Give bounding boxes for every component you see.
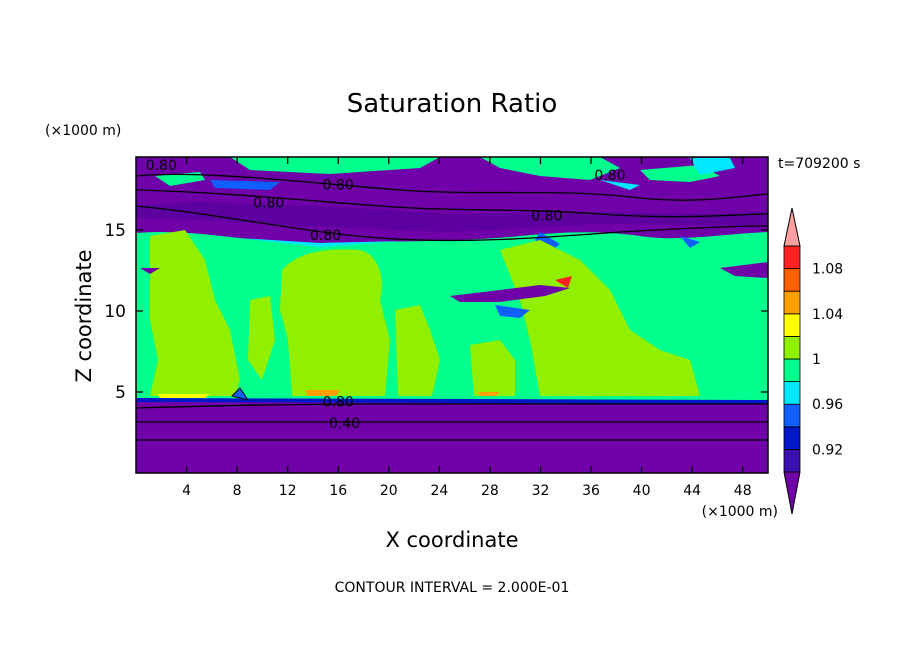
colorbar-label: 1.08: [812, 262, 843, 278]
x-tick-label: 12: [279, 483, 297, 499]
colorbar-segment: [783, 448, 801, 473]
colorbar: 0.92 0.96 1 1.04 1.08: [783, 207, 843, 515]
contour-label: 0.80: [146, 158, 177, 174]
contour-interval-footer: CONTOUR INTERVAL = 2.000E-01: [335, 580, 570, 596]
contour-label: 0.80: [323, 395, 354, 411]
colorbar-segment: [783, 426, 801, 450]
y-unit-label: (×1000 m): [45, 123, 121, 139]
colorbar-segment: [783, 290, 801, 315]
colorbar-label: 1.04: [812, 307, 843, 323]
chart-title: Saturation Ratio: [347, 89, 558, 119]
colorbar-segment: [783, 403, 801, 428]
plot-frame: [135, 156, 769, 474]
x-tick-label: 20: [380, 483, 398, 499]
colorbar-segment: [783, 245, 801, 270]
contour-label: 0.40: [329, 416, 360, 432]
x-tick-label: 28: [481, 483, 499, 499]
x-tick-label: 24: [430, 483, 448, 499]
colorbar-segment: [783, 358, 801, 383]
x-tick-label: 40: [633, 483, 651, 499]
contour-label: 0.80: [594, 168, 625, 184]
colorbar-segment: [783, 313, 801, 337]
contour-label: 0.80: [323, 178, 354, 194]
x-axis-label: X coordinate: [385, 528, 518, 552]
contour-label: 0.80: [310, 228, 341, 244]
time-label: t=709200 s: [778, 156, 860, 172]
x-tick-label: 8: [233, 483, 242, 499]
contour-label-layer: 0.80 0.80 0.80 0.80 0.80 0.80 0.80 0.40: [146, 158, 626, 432]
colorbar-label: 0.96: [812, 397, 843, 413]
colorbar-segment: [783, 335, 801, 360]
y-tick-label: 5: [115, 383, 126, 403]
contour-label: 0.80: [253, 195, 284, 211]
colorbar-label: 0.92: [812, 442, 843, 458]
colorbar-bottom-arrow: [783, 471, 801, 515]
contour-label: 0.80: [531, 208, 562, 224]
colorbar-segment: [783, 268, 801, 292]
x-tick-label: 44: [683, 483, 701, 499]
x-unit-label: (×1000 m): [702, 504, 778, 520]
colorbar-segment: [783, 381, 801, 405]
y-axis-label: Z coordinate: [72, 249, 96, 382]
colorbar-top-arrow: [783, 207, 801, 247]
x-tick-label: 36: [582, 483, 600, 499]
x-tick-label: 16: [329, 483, 347, 499]
x-tick-label: 32: [532, 483, 550, 499]
colorbar-label: 1: [812, 352, 821, 368]
y-tick-label: 10: [104, 302, 126, 322]
y-tick-label: 15: [104, 221, 126, 241]
contour-field: [136, 157, 768, 473]
x-tick-label: 4: [182, 483, 191, 499]
x-tick-label: 48: [734, 483, 752, 499]
